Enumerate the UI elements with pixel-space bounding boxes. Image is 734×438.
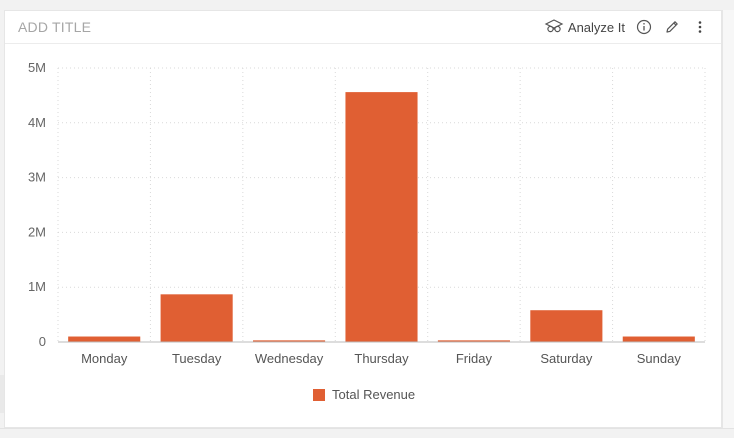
left-edge-tab bbox=[0, 375, 4, 413]
vertical-ellipsis-icon[interactable] bbox=[691, 18, 709, 36]
analyze-it-button[interactable]: Analyze It bbox=[544, 18, 625, 37]
widget-toolbar: Analyze It bbox=[544, 17, 709, 37]
x-tick-label: Friday bbox=[456, 351, 493, 366]
x-tick-label: Saturday bbox=[540, 351, 593, 366]
y-tick-label: 4M bbox=[28, 115, 46, 130]
y-tick-label: 2M bbox=[28, 224, 46, 239]
scrollbar-track[interactable] bbox=[722, 10, 734, 428]
analyze-it-label: Analyze It bbox=[567, 19, 625, 35]
x-tick-label: Thursday bbox=[354, 351, 409, 366]
bar-tuesday bbox=[160, 294, 233, 342]
widget-title[interactable]: ADD TITLE bbox=[18, 19, 92, 35]
bar-chart: 0 1M 2M 3M 4M 5M Monday Tuesday Wednesday Thursda… bbox=[28, 60, 706, 366]
info-icon[interactable] bbox=[635, 18, 653, 36]
bar-sunday bbox=[622, 336, 695, 342]
y-tick-label: 0 bbox=[39, 334, 46, 349]
y-tick-label: 5M bbox=[28, 60, 46, 75]
pencil-icon[interactable] bbox=[663, 18, 681, 36]
chart-legend[interactable]: Total Revenue bbox=[313, 387, 415, 402]
chart-widget: ADD TITLE Analyze It bbox=[4, 10, 722, 428]
bar-thursday bbox=[345, 92, 418, 342]
top-strip bbox=[0, 0, 734, 10]
bar-friday bbox=[437, 340, 510, 342]
bar-saturday bbox=[530, 310, 603, 342]
x-tick-label: Tuesday bbox=[172, 351, 222, 366]
x-tick-label: Wednesday bbox=[255, 351, 324, 366]
widget-header: ADD TITLE Analyze It bbox=[5, 11, 721, 44]
legend-swatch bbox=[313, 388, 325, 401]
x-tick-label: Monday bbox=[81, 351, 128, 366]
y-tick-label: 1M bbox=[28, 279, 46, 294]
y-tick-label: 3M bbox=[28, 170, 46, 185]
bottom-strip bbox=[0, 428, 734, 438]
x-tick-label: Sunday bbox=[637, 351, 682, 366]
analyze-glasses-icon bbox=[544, 18, 564, 37]
bar-monday bbox=[68, 336, 141, 342]
legend-label: Total Revenue bbox=[332, 387, 416, 402]
bar-wednesday bbox=[253, 340, 326, 342]
